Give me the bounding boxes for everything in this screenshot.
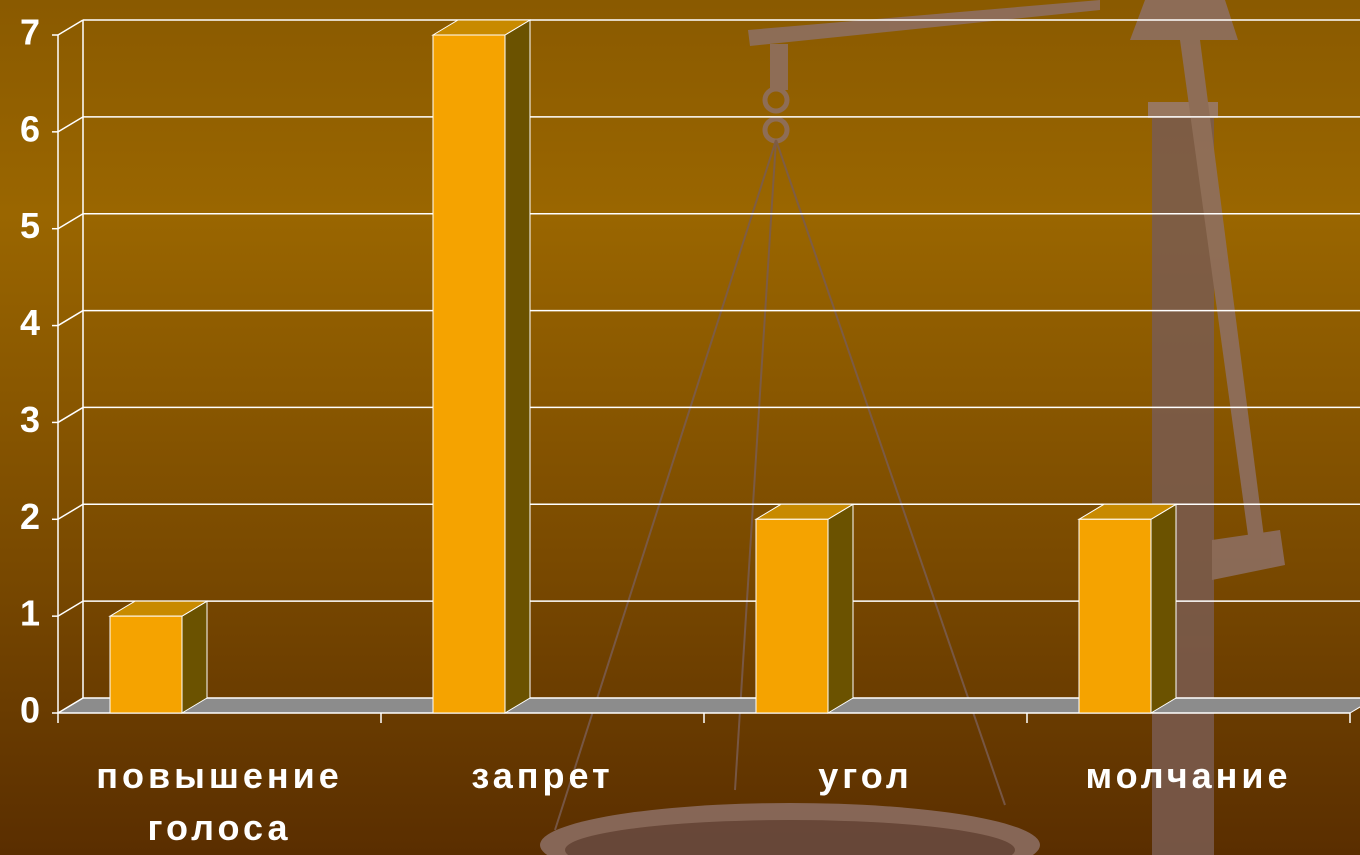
scale-weight xyxy=(1212,530,1285,580)
scale-ring xyxy=(765,119,787,141)
y-tick-label: 4 xyxy=(20,302,40,343)
x-tick-label: запрет xyxy=(393,750,693,802)
grid-line-wall xyxy=(58,311,83,326)
x-tick-label: угол xyxy=(716,750,1016,802)
scale-beam xyxy=(748,0,1100,46)
bar-side xyxy=(828,504,853,713)
bar xyxy=(1079,519,1151,713)
grid-line-wall xyxy=(58,504,83,519)
scale-string xyxy=(555,140,776,830)
grid-line-wall xyxy=(58,601,83,616)
page: {"chart_data": {"type": "bar", "categori… xyxy=(0,0,1360,855)
bar-side xyxy=(1151,504,1176,713)
x-tick-label: молчание xyxy=(1039,750,1339,802)
scales-decoration xyxy=(540,0,1285,855)
y-tick-label: 3 xyxy=(20,399,40,440)
scale-hook xyxy=(770,44,788,90)
y-tick-label: 5 xyxy=(20,205,40,246)
bar xyxy=(110,616,182,713)
y-tick-label: 6 xyxy=(20,108,40,149)
bar-side xyxy=(182,601,207,713)
grid-line-wall xyxy=(58,407,83,422)
bar-side xyxy=(505,20,530,713)
scale-ring xyxy=(765,89,787,111)
grid-line-wall xyxy=(58,214,83,229)
y-tick-label: 0 xyxy=(20,690,40,731)
x-tick-label: повышение голоса xyxy=(70,750,370,854)
grid-line-wall xyxy=(58,117,83,132)
bar xyxy=(433,35,505,713)
chart: 0 1 2 3 4 5 6 7 xyxy=(0,0,1360,855)
y-tick-label: 7 xyxy=(20,12,40,53)
y-tick-label: 2 xyxy=(20,496,40,537)
grid-line-wall xyxy=(58,20,83,35)
y-tick-label: 1 xyxy=(20,593,40,634)
bar xyxy=(756,519,828,713)
